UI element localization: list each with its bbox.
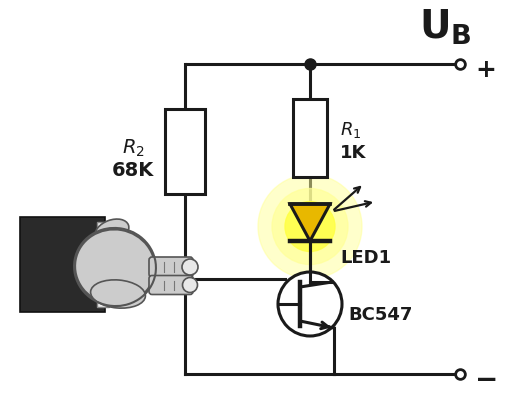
FancyBboxPatch shape — [20, 217, 105, 312]
FancyBboxPatch shape — [149, 276, 193, 295]
Text: BC547: BC547 — [348, 305, 412, 323]
Circle shape — [182, 259, 198, 275]
Ellipse shape — [90, 280, 145, 308]
Text: $\mathbf{U}_{\mathbf{B}}$: $\mathbf{U}_{\mathbf{B}}$ — [418, 7, 471, 47]
Polygon shape — [290, 205, 330, 241]
Text: +: + — [475, 58, 496, 82]
Bar — [165, 110, 205, 194]
Circle shape — [285, 202, 335, 252]
Text: 68K: 68K — [112, 160, 154, 179]
Bar — [97, 222, 109, 307]
Text: $R_2$: $R_2$ — [122, 137, 144, 158]
Ellipse shape — [95, 220, 129, 243]
Circle shape — [272, 189, 348, 265]
Circle shape — [278, 272, 342, 336]
Circle shape — [258, 175, 362, 279]
Text: 1K: 1K — [340, 144, 366, 162]
Circle shape — [182, 278, 197, 293]
Text: LED1: LED1 — [340, 248, 391, 266]
FancyBboxPatch shape — [149, 257, 193, 277]
Bar — [293, 100, 327, 177]
Text: −: − — [475, 365, 498, 393]
Ellipse shape — [75, 230, 155, 305]
Text: $R_1$: $R_1$ — [340, 120, 361, 140]
